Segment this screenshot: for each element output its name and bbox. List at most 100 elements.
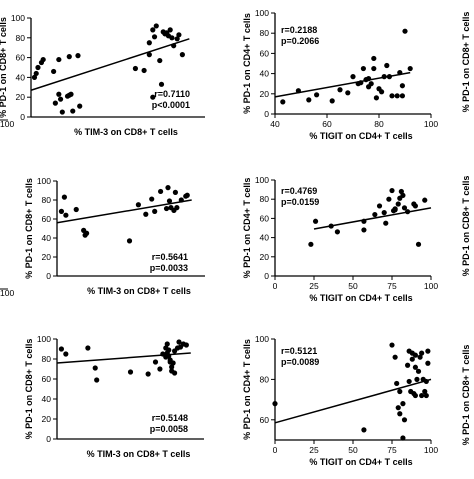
x-tick-label: 40 — [270, 119, 280, 129]
data-point — [328, 223, 334, 229]
edge-y-axis-label: % PD-1 on CD8+ T cells — [461, 176, 471, 277]
data-point — [66, 92, 72, 98]
x-tick-label: 75 — [387, 281, 397, 291]
data-point — [419, 350, 425, 356]
data-point — [31, 74, 38, 80]
data-point — [56, 91, 62, 97]
data-point — [405, 362, 411, 368]
data-point — [395, 201, 401, 207]
data-point — [85, 345, 91, 351]
data-point — [135, 202, 141, 208]
data-point — [361, 427, 367, 433]
data-point — [386, 74, 392, 80]
y-tick-label: 0 — [264, 271, 269, 281]
data-point — [334, 229, 340, 235]
x-tick-label: 75 — [387, 445, 397, 455]
data-point — [92, 365, 98, 371]
data-point — [412, 392, 418, 399]
edge-y-axis-label: % PD-1 on CD8+ T cells — [461, 12, 471, 113]
regression-line — [56, 199, 192, 224]
x-tick-label: 100 — [424, 119, 438, 129]
data-point — [422, 388, 428, 395]
x-axis-label: % TIGIT on CD4+ T cells — [309, 293, 412, 303]
data-point — [143, 211, 149, 217]
y-tick-label: 60 — [16, 53, 26, 63]
y-tick-label: 40 — [16, 72, 26, 82]
data-point — [379, 89, 385, 95]
scatter-panel-2: 0 20 40 60 80 100 40 60 80 100 % TIGIT on CD4+ T c… — [242, 8, 438, 141]
p-value-label: p=0.2066 — [281, 36, 319, 46]
y-tick-label: 20 — [42, 414, 52, 424]
data-point — [419, 392, 425, 399]
scatter-panel-6: 60 80 100 0 25 50 75 100 % TIGIT on CD4+ T cells… — [242, 334, 438, 467]
x-tick-label: 25 — [309, 445, 319, 455]
data-point — [381, 74, 387, 80]
data-point — [358, 80, 364, 86]
data-point — [132, 65, 138, 72]
data-point — [399, 93, 405, 99]
data-point — [394, 93, 400, 99]
data-point — [166, 198, 173, 204]
y-tick-label: 20 — [42, 252, 52, 262]
data-point — [152, 359, 159, 365]
data-point — [66, 54, 72, 60]
y-tick-label: 60 — [260, 213, 270, 223]
data-point — [169, 35, 175, 41]
data-point — [59, 109, 65, 115]
y-axis-label: % PD-1 on CD4+ T cells — [242, 178, 252, 279]
data-point — [163, 345, 169, 351]
y-tick-label: 60 — [42, 214, 52, 224]
y-tick-label: 80 — [16, 33, 26, 43]
data-point — [329, 98, 335, 104]
x-tick-label: 100 — [424, 281, 438, 291]
data-point — [368, 81, 374, 87]
data-point — [376, 203, 383, 209]
data-point — [394, 380, 400, 387]
p-value-label: p=0.0159 — [281, 197, 319, 207]
data-point — [158, 188, 164, 195]
data-point — [371, 65, 377, 72]
data-point — [389, 93, 395, 99]
data-point — [52, 100, 58, 106]
y-tick-label: 80 — [260, 194, 270, 204]
data-point — [94, 377, 100, 383]
data-point — [397, 411, 403, 417]
data-point — [61, 194, 67, 200]
data-point — [389, 187, 395, 194]
correlation-r-label: r=0.2188 — [281, 25, 317, 35]
data-point — [366, 76, 372, 82]
data-point — [350, 74, 356, 80]
data-point — [35, 64, 41, 71]
data-point — [401, 205, 408, 211]
data-point — [397, 388, 403, 395]
data-point — [272, 401, 278, 407]
data-point — [415, 241, 422, 247]
x-tick-label: 80 — [374, 119, 384, 129]
data-point — [166, 353, 172, 359]
y-axis-label: % PD-1 on CD4+ T cells — [242, 339, 252, 440]
correlation-r-label: r=0.5148 — [152, 413, 188, 423]
x-axis-label: % TIM-3 on CD8+ T cells — [87, 286, 191, 296]
correlation-r-label: r=0.5121 — [281, 346, 317, 356]
data-point — [337, 87, 343, 93]
data-point — [73, 206, 79, 213]
edge-y-axis-label: % PD-1 on CD8+ T cells — [461, 345, 471, 446]
y-tick-label: 100 — [255, 334, 269, 344]
x-tick-label: 0 — [273, 445, 278, 455]
data-point — [386, 196, 392, 202]
y-tick-label: 0 — [20, 112, 25, 122]
y-tick-label: 80 — [42, 354, 52, 364]
data-point — [57, 96, 64, 102]
x-axis-label: % TIM-3 on CD8+ T cells — [87, 449, 191, 459]
data-point — [412, 364, 418, 370]
regression-line — [30, 38, 190, 91]
data-point — [425, 348, 431, 354]
y-axis-label: % PD-1 on CD8+ T cells — [24, 178, 34, 279]
scatter-panel-1: 0 20 40 60 80 100 % TIM-3 on CD8+ T cells % PD-… — [0, 13, 205, 137]
data-point — [58, 208, 65, 214]
data-point — [400, 401, 406, 407]
data-point — [75, 53, 81, 59]
data-point — [415, 368, 422, 374]
data-point — [56, 56, 62, 63]
data-point — [183, 342, 189, 348]
